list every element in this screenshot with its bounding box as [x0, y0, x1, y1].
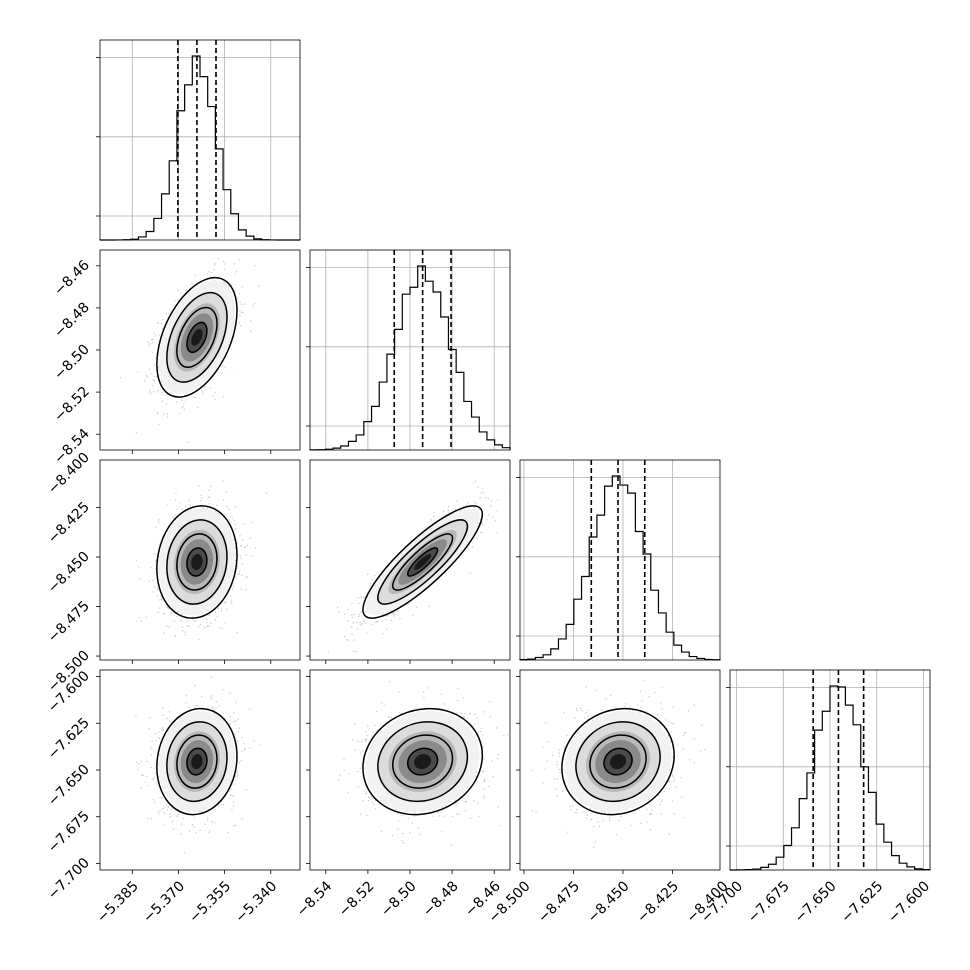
histogram-frame-2: [519, 459, 721, 661]
density-shade-3-0-5: [191, 754, 203, 770]
contour-3-1-3: [338, 687, 507, 837]
histogram-frame-0: [99, 39, 301, 241]
xtick-label-0-0: −5.385: [94, 878, 142, 926]
density-shade-3-2-5: [609, 754, 627, 770]
scatter-points-2-0: [135, 480, 268, 640]
xtick-label-0-2: −5.355: [186, 878, 234, 926]
scatter-frame-2-1: [309, 459, 511, 661]
xtick-label-2-1: −8.475: [535, 878, 583, 926]
contour-2-0-0: [183, 542, 211, 582]
density-shade-2-1-5: [414, 553, 432, 571]
contour-1-0-1: [169, 296, 224, 378]
density-shade-1-0-5: [191, 328, 203, 346]
ytick-label-3-0: −7.700: [45, 855, 93, 903]
ytick-label-3-3: −7.625: [45, 715, 93, 763]
contour-2-1-1: [386, 527, 460, 596]
contour-3-1-1: [381, 724, 465, 799]
histogram-panel-1: [306, 249, 511, 451]
contour-3-2-0: [598, 743, 638, 780]
scatter-panel-3-1: [306, 669, 511, 874]
density-shade-3-1-5: [414, 754, 432, 770]
histogram-3: [729, 685, 931, 871]
scatter-content-2-0: [135, 480, 268, 641]
histogram-panel-2: [516, 459, 721, 661]
contour-1-0-2: [156, 276, 239, 399]
ytick-label-1-3: −8.48: [51, 299, 93, 341]
ytick-label-1-4: −8.46: [51, 257, 93, 299]
contour-2-0-2: [155, 503, 240, 622]
contour-3-2-2: [559, 705, 678, 817]
histogram-frame-1: [309, 249, 511, 451]
scatter-content-1-0: [119, 229, 260, 443]
scatter-frame-1-0: [99, 249, 301, 451]
scatter-frame-3-2: [519, 669, 721, 871]
scatter-panel-3-0: [96, 669, 301, 874]
scatter-frame-2-0: [99, 459, 301, 661]
histogram-panel-3: [726, 669, 931, 871]
scatter-panel-1-0: [96, 229, 301, 454]
xtick-label-2-2: −8.450: [585, 878, 633, 926]
xtick-label-3-4: −7.600: [885, 878, 933, 926]
scatter-panel-2-0: [96, 459, 301, 664]
scatter-content-3-1: [337, 681, 509, 846]
scatter-frame-3-0: [99, 669, 301, 871]
contour-3-2-3: [539, 687, 697, 837]
ytick-label-3-2: −7.650: [45, 762, 93, 810]
contour-1-0-3: [142, 255, 252, 419]
ytick-label-2-2: −8.450: [45, 549, 93, 597]
ytick-label-3-1: −7.675: [45, 808, 93, 856]
density-shade-2-0-5: [191, 553, 203, 571]
histogram-2: [519, 475, 721, 661]
xtick-label-1-1: −8.52: [336, 878, 378, 920]
contour-2-0-1: [169, 522, 226, 601]
xtick-label-1-2: −8.50: [378, 878, 420, 920]
scatter-content-3-0: [135, 676, 261, 854]
ytick-label-1-1: −8.52: [51, 384, 93, 426]
contour-1-0-0: [183, 317, 211, 358]
ytick-label-1-2: −8.50: [51, 342, 93, 384]
histogram-panel-0: [96, 39, 301, 241]
scatter-frame-3-1: [309, 669, 511, 871]
scatter-panel-3-2: [516, 669, 721, 874]
contour-3-0-1: [169, 724, 226, 799]
xtick-label-1-0: −8.54: [294, 878, 336, 920]
xtick-label-3-2: −7.650: [792, 878, 840, 926]
contour-2-0-3: [140, 483, 253, 641]
xtick-label-0-3: −5.340: [232, 878, 280, 926]
xtick-label-2-3: −8.425: [634, 878, 682, 926]
contour-3-1-2: [359, 705, 485, 817]
histogram-0: [99, 55, 300, 241]
xtick-label-3-1: −7.675: [745, 878, 793, 926]
scatter-content-2-1: [327, 480, 510, 653]
contour-2-1-3: [349, 493, 496, 632]
contour-2-1-0: [404, 545, 441, 580]
xtick-label-3-3: −7.625: [838, 878, 886, 926]
scatter-panel-2-1: [306, 459, 511, 664]
histogram-frame-3: [729, 669, 931, 871]
contour-3-2-1: [578, 724, 657, 799]
contour-3-1-0: [402, 743, 444, 780]
ytick-label-2-3: −8.425: [45, 499, 93, 547]
contour-2-1-2: [367, 510, 478, 614]
contour-3-0-0: [183, 743, 211, 780]
xtick-label-1-3: −8.48: [420, 878, 462, 920]
contour-3-0-2: [154, 705, 239, 817]
contour-3-0-3: [140, 687, 253, 837]
ytick-label-2-1: −8.475: [45, 598, 93, 646]
xtick-label-0-1: −5.370: [140, 878, 188, 926]
histogram-1: [309, 265, 511, 451]
scatter-content-3-2: [530, 679, 706, 848]
